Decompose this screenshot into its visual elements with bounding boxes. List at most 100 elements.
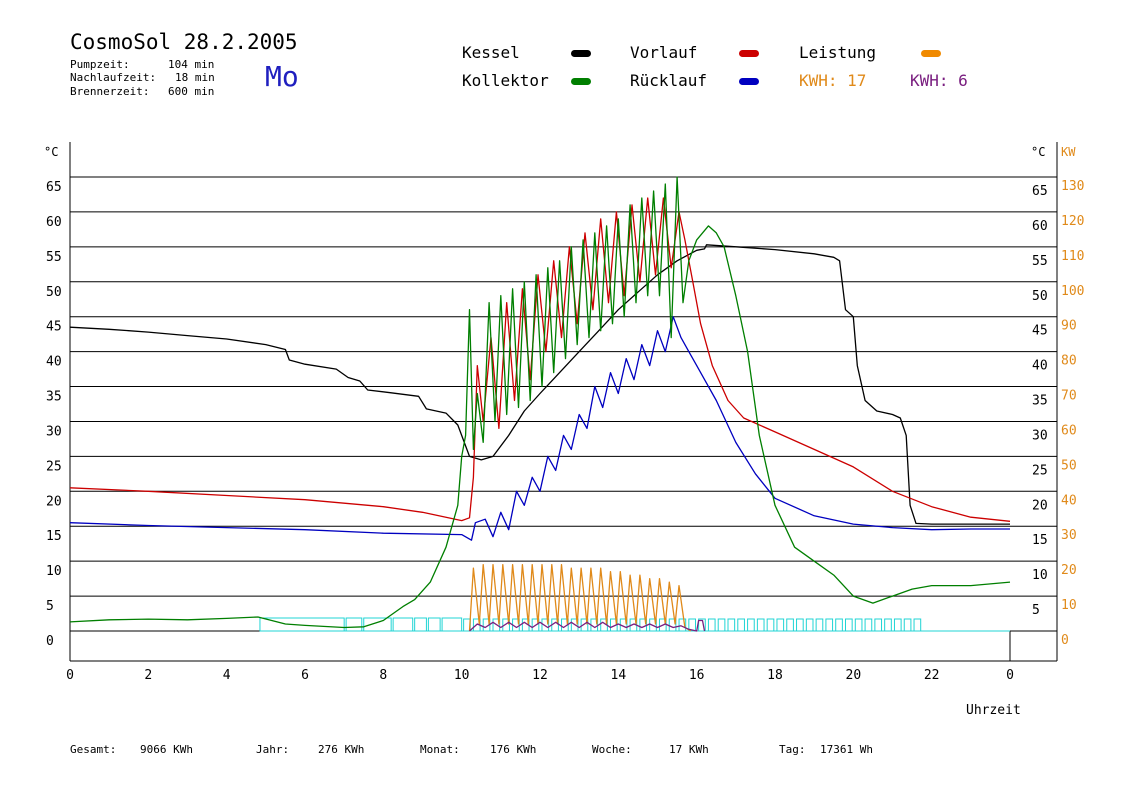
y-tick-label-power: 50 <box>1061 458 1077 473</box>
pump-interval <box>392 617 414 632</box>
legend-kwh-1: KWH: 17 <box>799 71 867 90</box>
x-tick-label: 22 <box>924 668 940 683</box>
pump-interval <box>345 617 363 632</box>
pump-interval <box>796 618 804 632</box>
series-line-vorlauf <box>69 197 1011 522</box>
y-tick-label-power: 30 <box>1061 528 1077 543</box>
y-tick-label-left: 45 <box>46 320 62 335</box>
pump-interval <box>756 618 765 632</box>
info-value: 600 min <box>168 85 215 98</box>
footer-label: Monat: <box>420 743 460 756</box>
weekday-label: Mo <box>265 60 299 93</box>
footer-label: Jahr: <box>256 743 290 756</box>
pump-interval <box>884 618 892 632</box>
legend-kwh-2: KWH: 6 <box>910 71 968 90</box>
page-title: CosmoSol 28.2.2005 <box>70 30 298 54</box>
x-tick-label: 2 <box>144 668 152 683</box>
series-line-kollektor <box>69 176 1011 629</box>
y-tick-label-power: 130 <box>1061 179 1084 194</box>
pump-interval <box>874 618 883 632</box>
footer-woche: Woche: 17 KWh <box>592 743 709 756</box>
legend-ruecklauf-swatch <box>739 78 759 85</box>
y-tick-label-right: 50 <box>1032 289 1048 304</box>
x-tick-label: 16 <box>689 668 705 683</box>
y-tick-label-right: 35 <box>1032 394 1048 409</box>
info-label: Brennerzeit: <box>70 85 150 98</box>
info-label: Pumpzeit: <box>70 58 130 71</box>
y-tick-label-left: 20 <box>46 494 62 509</box>
info-brennerzeit: Brennerzeit: 600 min <box>70 85 214 98</box>
y-tick-label-right: 40 <box>1032 359 1048 374</box>
pump-interval <box>903 618 912 632</box>
series-line-kwh2 <box>469 619 706 632</box>
x-tick-label: 4 <box>223 668 231 683</box>
legend-kessel: Kessel <box>462 43 520 62</box>
x-tick-label: 6 <box>301 668 309 683</box>
info-nachlaufzeit: Nachlaufzeit: 18 min <box>70 71 215 84</box>
footer-tag: Tag: 17361 Wh <box>779 743 873 756</box>
y-tick-label-right: 55 <box>1032 254 1048 269</box>
legend-leistung: Leistung <box>799 43 877 62</box>
pump-interval <box>727 618 736 632</box>
pump-interval <box>427 617 441 632</box>
pump-interval <box>913 618 922 632</box>
pump-interval <box>707 618 716 632</box>
y-tick-label-power: 100 <box>1061 284 1084 299</box>
x-tick-label: 8 <box>379 668 387 683</box>
footer-value: 9066 KWh <box>140 743 193 756</box>
x-tick-label: 10 <box>454 668 470 683</box>
pump-interval <box>737 618 745 632</box>
pump-interval <box>805 618 814 632</box>
info-label: Nachlaufzeit: <box>70 71 157 84</box>
grid-lines <box>70 176 1057 632</box>
y-axis-unit-right: °C <box>1031 145 1045 159</box>
axes <box>69 142 1058 662</box>
y-tick-label-right: 65 <box>1032 184 1048 199</box>
y-tick-label-right: 10 <box>1032 568 1048 583</box>
y-tick-label-right: 20 <box>1032 498 1048 513</box>
y-tick-label-left: 15 <box>46 529 62 544</box>
y-tick-label-right: 30 <box>1032 428 1048 443</box>
footer-gesamt: Gesamt: 9066 KWh <box>70 743 193 756</box>
y-tick-label-power: 20 <box>1061 563 1077 578</box>
footer-label: Gesamt: <box>70 743 117 756</box>
pump-interval <box>786 618 794 632</box>
y-tick-label-left: 65 <box>46 180 62 195</box>
x-tick-label: 0 <box>1006 668 1014 683</box>
pump-interval <box>835 618 843 632</box>
pump-interval <box>766 618 775 632</box>
x-tick-label: 20 <box>846 668 862 683</box>
y-tick-label-left: 60 <box>46 215 62 230</box>
pump-interval <box>864 618 873 632</box>
info-value: 18 min <box>175 71 215 84</box>
y-tick-label-right: 15 <box>1032 533 1048 548</box>
pump-interval <box>717 618 726 632</box>
footer-value: 17361 Wh <box>820 743 873 756</box>
pump-interval <box>776 618 785 632</box>
y-tick-label-left: 55 <box>46 250 62 265</box>
footer-value: 276 KWh <box>318 743 365 756</box>
y-tick-label-power: 120 <box>1061 214 1084 229</box>
footer-jahr: Jahr: 276 KWh <box>256 743 364 756</box>
x-tick-label: 0 <box>66 668 74 683</box>
pump-interval <box>825 618 834 632</box>
footer-value: 176 KWh <box>490 743 537 756</box>
series-line-ruecklauf <box>69 316 1010 541</box>
y-tick-label-right: 5 <box>1032 603 1040 618</box>
y-tick-label-left: 25 <box>46 459 62 474</box>
y-tick-label-left: 10 <box>46 564 62 579</box>
y-tick-label-power: 80 <box>1061 354 1077 369</box>
series-line-leistung <box>468 563 692 632</box>
y-axis-unit-power: KW <box>1061 145 1076 159</box>
y-tick-label-left: 30 <box>46 424 62 439</box>
y-tick-label-left: 40 <box>46 355 62 370</box>
pump-interval <box>441 617 463 632</box>
series-line-kessel <box>69 244 1010 525</box>
legend-kollektor: Kollektor <box>462 71 549 90</box>
y-tick-label-power: 60 <box>1061 423 1077 438</box>
legend-kessel-swatch <box>571 50 591 57</box>
pump-interval <box>845 618 853 632</box>
footer-monat: Monat: 176 KWh <box>420 743 536 756</box>
legend-kollektor-swatch <box>571 78 591 85</box>
